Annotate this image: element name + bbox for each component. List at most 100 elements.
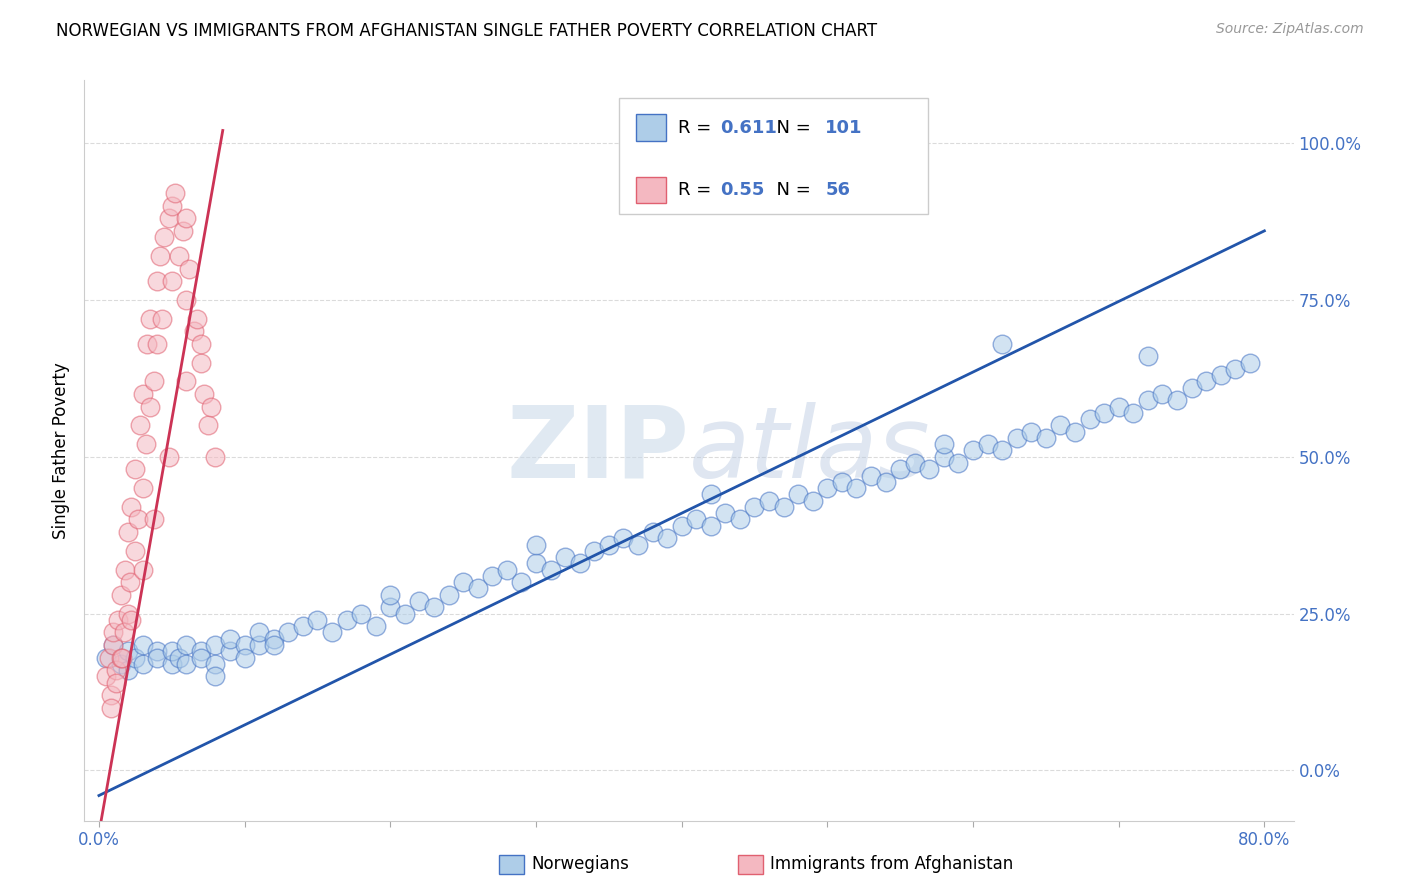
Point (96, 650, 118, 665)
Point (160, 657, 183, 671)
Point (554, 550, 576, 565)
Point (107, 613, 129, 627)
Point (714, 506, 737, 520)
Text: 0.55: 0.55 (720, 181, 765, 199)
Point (143, 512, 166, 526)
Point (277, 625, 299, 640)
Point (860, 468, 883, 483)
Point (612, 531, 634, 545)
Point (176, 657, 198, 671)
Point (904, 456, 927, 470)
Point (160, 274, 183, 288)
Point (186, 311, 208, 326)
Point (991, 443, 1014, 458)
Point (128, 418, 150, 433)
Point (1166, 393, 1188, 408)
Point (112, 625, 135, 640)
Point (117, 663, 139, 677)
Point (193, 387, 215, 401)
Text: atlas: atlas (689, 402, 931, 499)
Point (263, 638, 285, 652)
Point (160, 199, 183, 213)
Point (100, 688, 122, 702)
Point (146, 274, 169, 288)
Point (135, 437, 157, 451)
Point (510, 575, 533, 590)
Point (932, 450, 955, 464)
Point (540, 563, 562, 577)
Point (451, 575, 474, 590)
Point (204, 657, 226, 671)
Point (139, 400, 162, 414)
Point (700, 487, 723, 501)
Point (204, 669, 226, 683)
Point (394, 607, 416, 621)
Point (143, 375, 166, 389)
Point (190, 644, 212, 658)
Point (568, 557, 591, 571)
Point (1122, 406, 1144, 420)
Point (758, 493, 780, 508)
Point (350, 607, 373, 621)
Point (481, 569, 503, 583)
Point (105, 663, 128, 677)
Point (1078, 412, 1101, 426)
Point (146, 336, 169, 351)
Point (437, 588, 460, 602)
Point (124, 462, 146, 476)
Point (105, 675, 128, 690)
Text: N =: N = (765, 119, 817, 136)
Point (131, 387, 153, 401)
Point (1092, 406, 1115, 420)
Text: NORWEGIAN VS IMMIGRANTS FROM AFGHANISTAN SINGLE FATHER POVERTY CORRELATION CHART: NORWEGIAN VS IMMIGRANTS FROM AFGHANISTAN… (56, 22, 877, 40)
Point (100, 700, 122, 714)
Point (190, 650, 212, 665)
Point (700, 518, 723, 533)
Point (831, 475, 853, 489)
Point (291, 619, 314, 633)
Point (1195, 375, 1218, 389)
Text: 101: 101 (825, 119, 863, 136)
Point (336, 613, 359, 627)
Point (641, 524, 664, 539)
Point (131, 657, 153, 671)
Point (889, 462, 911, 476)
Point (1108, 400, 1130, 414)
Point (111, 650, 134, 665)
Point (120, 613, 142, 627)
Point (380, 600, 402, 615)
Point (495, 563, 517, 577)
Point (157, 211, 180, 226)
Point (103, 638, 125, 652)
Point (815, 481, 838, 495)
Point (163, 186, 186, 201)
Point (1239, 356, 1261, 370)
Point (467, 582, 489, 596)
Point (801, 493, 824, 508)
Point (1019, 425, 1042, 439)
Point (962, 443, 984, 458)
Point (200, 400, 222, 414)
Point (583, 544, 606, 558)
Point (671, 518, 693, 533)
Point (728, 512, 751, 526)
Text: 0.611: 0.611 (720, 119, 776, 136)
Point (179, 261, 201, 276)
Point (131, 563, 153, 577)
Point (1049, 418, 1071, 433)
Point (1209, 368, 1232, 383)
Point (233, 650, 256, 665)
Point (423, 600, 446, 615)
Point (176, 638, 198, 652)
Point (190, 336, 212, 351)
Point (139, 311, 162, 326)
Point (150, 311, 173, 326)
Point (204, 450, 226, 464)
Point (932, 437, 955, 451)
Point (1035, 431, 1057, 445)
Point (845, 481, 868, 495)
Point (197, 418, 219, 433)
Point (307, 613, 329, 627)
Point (124, 544, 146, 558)
Point (1152, 387, 1174, 401)
